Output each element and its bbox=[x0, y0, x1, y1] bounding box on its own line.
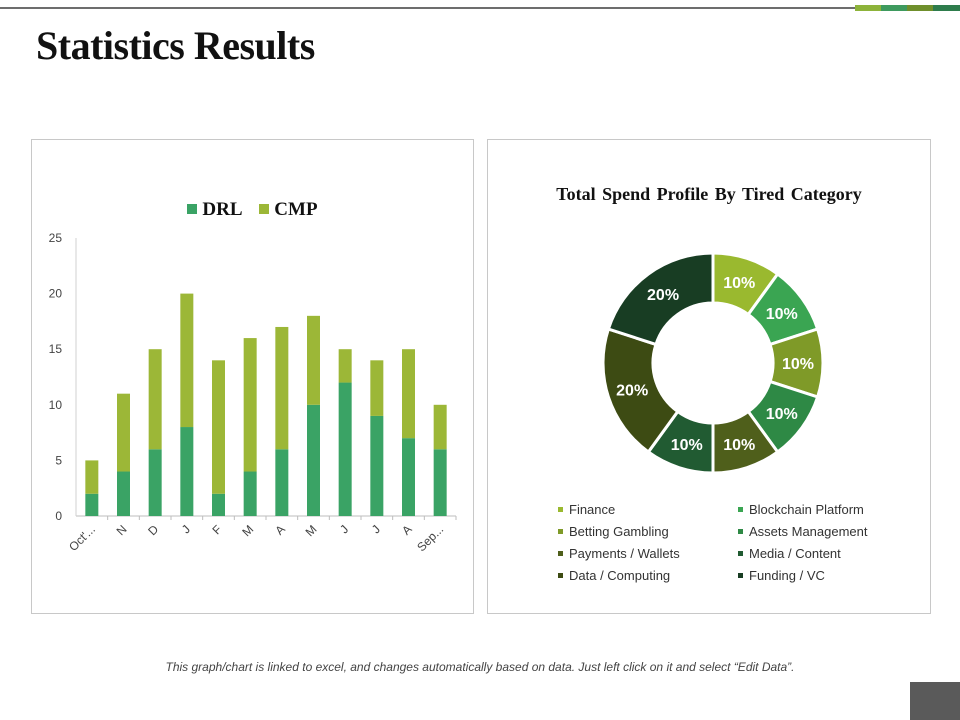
x-tick-label: J bbox=[369, 522, 383, 536]
x-tick-label: D bbox=[145, 522, 161, 538]
y-tick-label: 5 bbox=[55, 453, 62, 467]
donut-data-label-2: 10% bbox=[782, 356, 814, 373]
donut-legend-swatch bbox=[738, 529, 743, 534]
y-tick-label: 25 bbox=[49, 231, 63, 245]
donut-legend-item-7[interactable]: Funding / VC bbox=[738, 568, 825, 583]
y-tick-label: 0 bbox=[55, 509, 62, 523]
donut-legend-swatch bbox=[738, 507, 743, 512]
donut-legend-label: Betting Gambling bbox=[569, 524, 669, 539]
donut-legend-label: Data / Computing bbox=[569, 568, 671, 583]
donut-data-label-7: 20% bbox=[647, 287, 679, 304]
donut-legend-label: Finance bbox=[569, 502, 616, 517]
bar-chart-panel[interactable]: DRL CMP 0 5 10 15 20 25 Oct'... N D J F M A M J J A Sep..… bbox=[31, 139, 474, 614]
bar-cmp-1[interactable] bbox=[117, 393, 130, 472]
y-tick-label: 20 bbox=[49, 287, 63, 301]
y-tick-label: 10 bbox=[49, 398, 63, 412]
legend-swatch-drl bbox=[187, 204, 198, 214]
bar-cmp-8[interactable] bbox=[338, 349, 352, 383]
bar-cmp-5[interactable] bbox=[243, 338, 257, 472]
bar-cmp-11[interactable] bbox=[433, 404, 447, 450]
x-tick-label: A bbox=[272, 522, 288, 538]
donut-legend-swatch bbox=[738, 551, 743, 556]
donut-legend-label: Media / Content bbox=[749, 546, 841, 561]
bar-drl-0[interactable] bbox=[85, 493, 99, 516]
bar-cmp-0[interactable] bbox=[85, 460, 99, 494]
donut-legend-swatch bbox=[738, 573, 743, 578]
accent-block-3 bbox=[907, 5, 933, 11]
donut-data-label-6: 20% bbox=[616, 382, 648, 399]
legend-item-cmp[interactable]: CMP bbox=[259, 199, 318, 221]
donut-legend-label: Blockchain Platform bbox=[749, 502, 864, 517]
donut-legend-label: Payments / Wallets bbox=[569, 546, 680, 561]
bar-drl-4[interactable] bbox=[212, 493, 225, 516]
donut-legend-label: Funding / VC bbox=[749, 568, 825, 583]
bar-cmp-7[interactable] bbox=[307, 315, 320, 405]
accent-block-4 bbox=[933, 5, 960, 11]
corner-block bbox=[910, 682, 960, 720]
bar-drl-1[interactable] bbox=[117, 471, 130, 516]
bar-cmp-6[interactable] bbox=[275, 326, 289, 450]
footer-note: This graph/chart is linked to excel, and… bbox=[165, 660, 795, 674]
donut-legend-item-6[interactable]: Data / Computing bbox=[558, 568, 670, 583]
x-tick-label: M bbox=[239, 522, 256, 539]
x-tick-label: F bbox=[210, 522, 225, 537]
donut-legend-swatch bbox=[558, 507, 563, 512]
donut-legend-swatch bbox=[558, 529, 563, 534]
x-tick-label: Oct'... bbox=[66, 522, 98, 554]
page-title: Statistics Results bbox=[36, 23, 315, 68]
donut-data-label-3: 10% bbox=[766, 406, 798, 423]
donut-legend-item-1[interactable]: Blockchain Platform bbox=[738, 502, 864, 517]
legend-label-cmp: CMP bbox=[274, 199, 318, 220]
donut-data-label-5: 10% bbox=[671, 437, 703, 454]
donut-data-label-1: 10% bbox=[766, 306, 798, 323]
x-tick-label: A bbox=[399, 522, 415, 538]
bar-cmp-9[interactable] bbox=[370, 360, 384, 416]
accent-block-2 bbox=[881, 5, 907, 11]
donut-data-label-4: 10% bbox=[723, 437, 755, 454]
donut-legend-item-2[interactable]: Betting Gambling bbox=[558, 524, 669, 539]
bar-drl-6[interactable] bbox=[275, 449, 289, 516]
legend-item-drl[interactable]: DRL bbox=[187, 199, 243, 221]
x-tick-label: M bbox=[303, 522, 320, 539]
bar-drl-3[interactable] bbox=[180, 427, 194, 516]
x-tick-label: J bbox=[179, 522, 193, 536]
legend-swatch-cmp bbox=[259, 204, 270, 214]
donut-chart-panel[interactable]: Total Spend Profile By Tired Category 10… bbox=[487, 139, 931, 614]
bar-chart-legend[interactable]: DRL CMP bbox=[32, 199, 473, 221]
donut-slice-7[interactable] bbox=[606, 251, 715, 347]
legend-label-drl: DRL bbox=[202, 199, 243, 220]
bar-drl-2[interactable] bbox=[148, 449, 162, 516]
top-rule bbox=[0, 7, 855, 9]
donut-data-label-0: 10% bbox=[723, 275, 755, 292]
x-tick-label: J bbox=[337, 522, 351, 536]
accent-block-1 bbox=[855, 5, 881, 11]
bar-drl-7[interactable] bbox=[307, 404, 320, 516]
bar-drl-10[interactable] bbox=[402, 438, 415, 516]
bar-cmp-4[interactable] bbox=[212, 360, 225, 494]
bar-cmp-2[interactable] bbox=[148, 349, 162, 450]
donut-chart[interactable]: 10% 10% 10% 10% 10% 10% 20% 20% bbox=[488, 140, 930, 500]
donut-legend-swatch bbox=[558, 551, 563, 556]
x-tick-label: N bbox=[114, 522, 130, 538]
x-tick-label: Sep... bbox=[414, 522, 446, 554]
bar-cmp-10[interactable] bbox=[402, 349, 415, 439]
donut-chart-title: Total Spend Profile By Tired Category bbox=[556, 184, 862, 204]
donut-legend-item-3[interactable]: Assets Management bbox=[738, 524, 868, 539]
donut-legend-swatch bbox=[558, 573, 563, 578]
y-tick-label: 15 bbox=[49, 342, 63, 356]
bar-drl-11[interactable] bbox=[433, 449, 447, 516]
bar-drl-9[interactable] bbox=[370, 415, 384, 516]
donut-legend-item-4[interactable]: Payments / Wallets bbox=[558, 546, 680, 561]
bar-drl-8[interactable] bbox=[338, 382, 352, 516]
donut-legend-label: Assets Management bbox=[749, 524, 868, 539]
donut-legend-item-5[interactable]: Media / Content bbox=[738, 546, 841, 561]
donut-legend-item-0[interactable]: Finance bbox=[558, 502, 615, 517]
bar-cmp-3[interactable] bbox=[180, 293, 194, 428]
bar-drl-5[interactable] bbox=[243, 471, 257, 516]
